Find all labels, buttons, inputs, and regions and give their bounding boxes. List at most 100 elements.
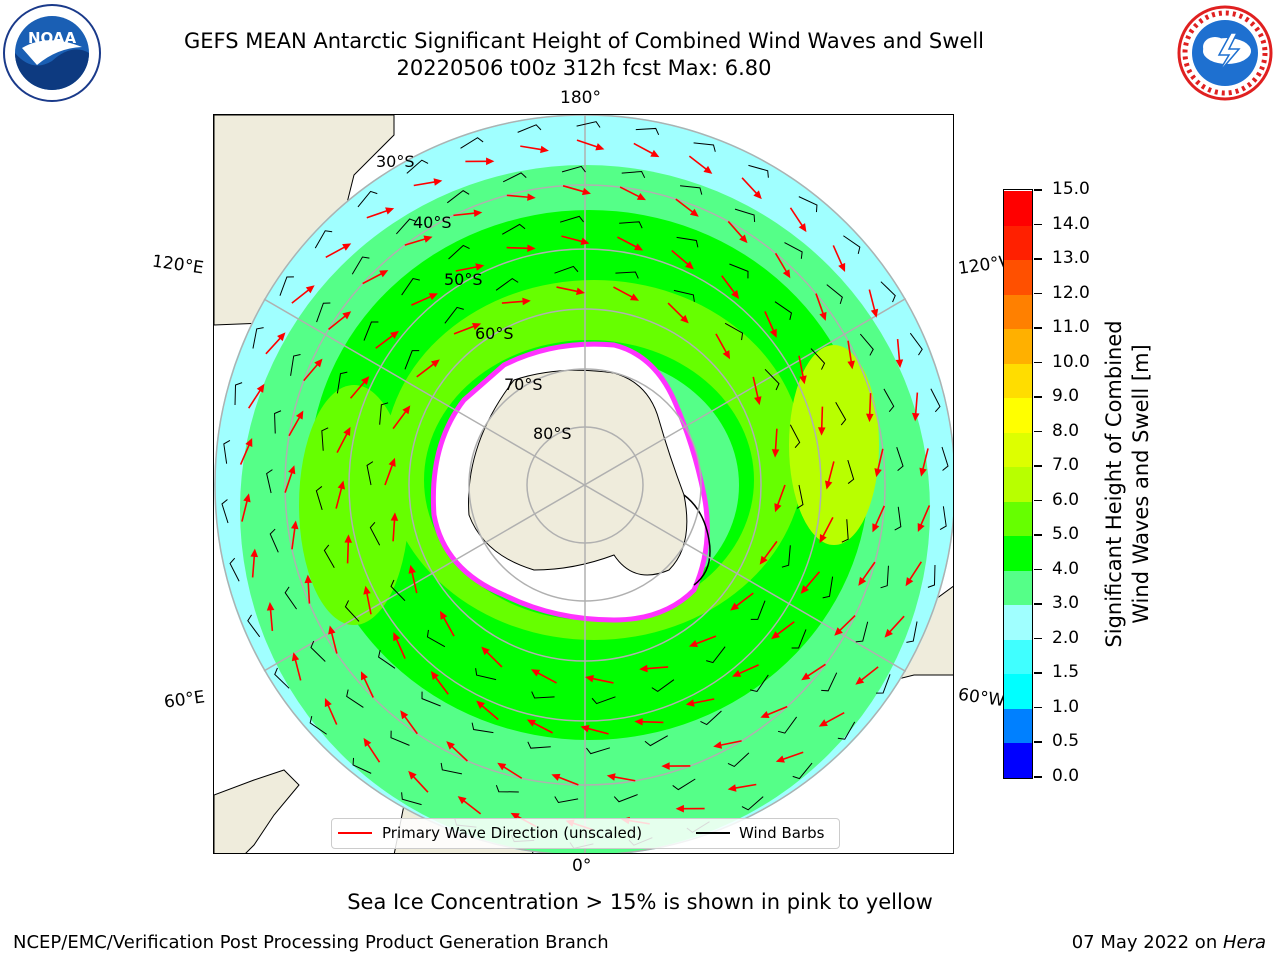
wave-arrow-head	[305, 285, 315, 294]
wave-arrow-head	[774, 503, 782, 513]
wave-direction-arrow	[294, 658, 302, 681]
lat-label-80s: 80°S	[533, 424, 572, 443]
wave-arrow-head	[650, 149, 660, 158]
wave-direction-arrow	[502, 765, 523, 779]
wave-arrow-head	[360, 671, 368, 681]
wave-arrow-head	[390, 330, 399, 339]
wind-barb	[396, 218, 417, 235]
colorbar-tick	[1034, 568, 1042, 571]
wave-direction-arrow	[416, 362, 435, 378]
wind-barb	[586, 747, 611, 755]
lat-label-40s: 40°S	[413, 213, 452, 232]
wave-direction-arrow	[241, 499, 249, 522]
colorbar-tick	[1034, 292, 1042, 295]
wind-barb	[223, 440, 231, 464]
wind-barb	[843, 235, 861, 255]
wind-barb	[221, 499, 229, 524]
footer-date-text: 07 May 2022 on	[1071, 932, 1223, 953]
wind-barb	[229, 557, 240, 582]
wave-height-map	[214, 115, 953, 853]
wave-arrow-head	[675, 804, 684, 813]
lon-label-60e: 60°E	[162, 687, 207, 713]
wind-barb	[323, 544, 335, 568]
wave-arrow-head	[540, 145, 549, 154]
wave-arrow-head	[266, 602, 275, 611]
wave-direction-arrow	[766, 705, 788, 716]
meridian-120	[214, 269, 953, 701]
wave-arrow-head	[433, 178, 443, 186]
wave-arrow-head	[771, 449, 780, 458]
wave-arrow-head	[834, 627, 843, 636]
wave-arrow-head	[722, 350, 731, 360]
wave-direction-arrow	[506, 246, 529, 250]
wave-direction-arrow	[587, 727, 609, 735]
wind-barb	[941, 446, 949, 471]
wave-direction-arrow	[741, 177, 758, 195]
wave-direction-arrow	[868, 393, 872, 416]
wave-direction-arrow	[284, 471, 293, 493]
wave-arrow-head	[363, 737, 372, 747]
wave-arrow-head	[243, 493, 251, 503]
wave-arrow-head	[527, 193, 536, 201]
wind-barb	[352, 757, 372, 774]
wave-arrow-head	[739, 234, 748, 244]
colorbar-tick-label: 0.5	[1052, 731, 1080, 752]
colorbar-tick	[1034, 223, 1042, 226]
wind-barb	[274, 667, 290, 689]
wave-direction-arrow	[619, 186, 641, 198]
wave-arrow-head	[838, 262, 846, 272]
chart-title: GEFS MEAN Antarctic Significant Height o…	[183, 29, 985, 53]
wind-barb	[369, 521, 381, 546]
wave-arrow-head	[639, 664, 648, 673]
colorbar-tick	[1034, 465, 1042, 467]
lat-circle-30	[214, 115, 953, 853]
wave-arrow-head	[799, 375, 807, 385]
wave-direction-arrow	[413, 181, 436, 187]
lon-label-0: 0°	[572, 856, 592, 876]
wave-arrow-head	[585, 675, 594, 683]
wind-barb	[336, 371, 348, 394]
wave-arrow-head	[732, 669, 742, 677]
colorbar-segment	[1004, 535, 1032, 571]
colorbar-tick-label: 1.0	[1052, 696, 1080, 717]
wave-arrow-head	[759, 555, 768, 565]
wind-barb	[613, 794, 638, 803]
wave-arrow-head	[819, 311, 827, 321]
wave-arrow-head	[481, 646, 490, 656]
wave-arrow-head	[818, 719, 828, 727]
colorbar-segment	[1004, 501, 1032, 537]
wind-barb	[448, 244, 470, 260]
wave-arrow-head	[475, 263, 485, 271]
colorbar-tick-label: 14.0	[1052, 213, 1090, 234]
wave-arrow-head	[629, 293, 640, 301]
wave-arrow-head	[328, 625, 336, 635]
wind-barb	[880, 281, 896, 303]
wave-direction-arrow	[485, 650, 503, 668]
wave-direction-arrow	[395, 638, 406, 659]
wave-arrow-head	[423, 235, 433, 243]
wave-direction-arrow	[735, 592, 754, 608]
colorbar-tick	[1034, 189, 1042, 191]
wave-direction-arrow	[455, 265, 478, 272]
map-legend: Primary Wave Direction (unscaled) Wind B…	[331, 818, 840, 849]
wind-barb	[444, 306, 464, 324]
wave-direction-arrow	[847, 340, 853, 363]
wind-barb	[781, 545, 791, 568]
wave-arrow-head	[393, 632, 401, 642]
wind-barb	[777, 716, 798, 734]
wave-direction-arrow	[307, 581, 311, 604]
colorbar-label: Significant Height of Combined Wind Wave…	[1101, 320, 1155, 647]
wave-direction-arrow	[719, 740, 742, 747]
wave-direction-arrow	[734, 783, 757, 789]
wind-barb	[939, 506, 947, 530]
wave-direction-arrow	[335, 487, 343, 509]
wave-direction-arrow	[520, 145, 543, 151]
wave-direction-arrow	[789, 207, 804, 227]
wind-barb	[309, 715, 327, 735]
wind-barb	[909, 332, 923, 356]
wind-barb	[269, 528, 279, 553]
wave-arrow-head	[361, 376, 370, 385]
wave-direction-arrow	[752, 376, 759, 399]
sea-ice-note: Sea Ice Concentration > 15% is shown in …	[347, 890, 933, 914]
colorbar	[1003, 189, 1033, 779]
